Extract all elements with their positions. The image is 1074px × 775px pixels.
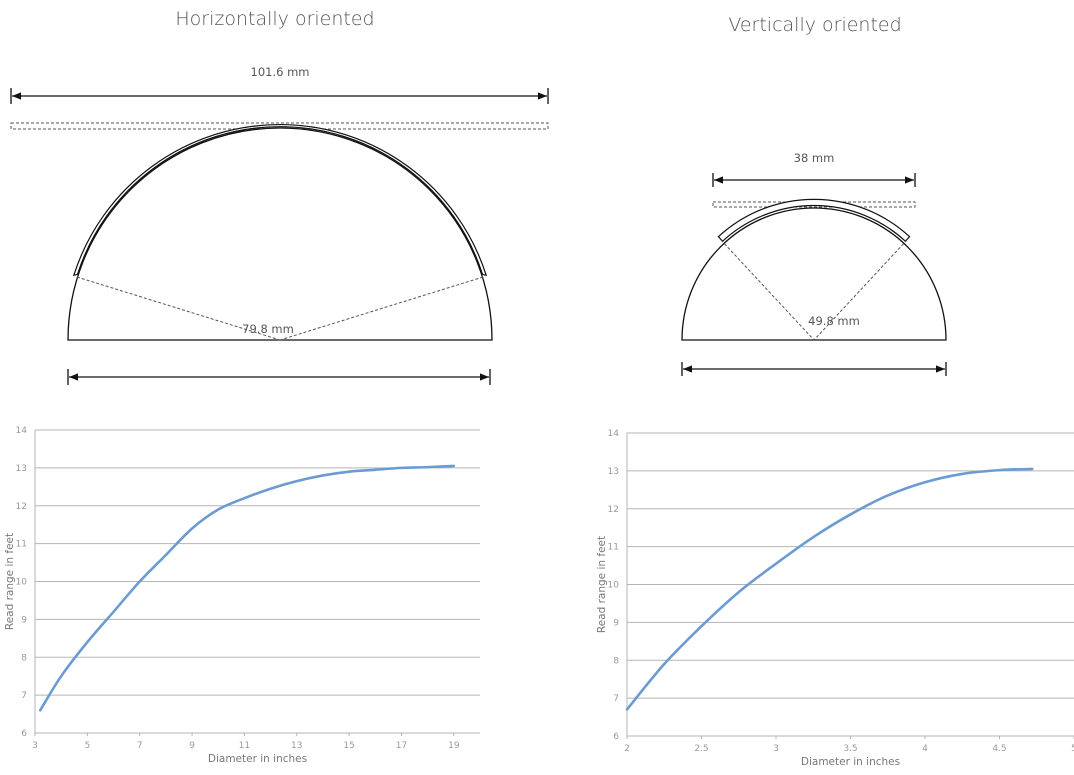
x-tick-label: 19: [448, 741, 460, 751]
y-tick-label: 10: [608, 581, 620, 591]
diameter-dimension-horizontal: [67, 369, 491, 385]
y-tick-label: 6: [21, 729, 27, 739]
x-tick-label: 2.5: [694, 744, 708, 754]
x-tick-label: 13: [291, 741, 302, 751]
y-tick-label: 12: [16, 502, 27, 512]
y-tick-label: 9: [613, 618, 619, 628]
diameter-label-horizontal: 79.8 mm: [242, 322, 294, 336]
width-label-horizontal: 101.6 mm: [251, 65, 310, 79]
y-axis-title: Read range in feet: [4, 533, 16, 630]
y-tick-label: 6: [613, 732, 619, 742]
width-dimension-horizontal: 101.6 mm: [10, 65, 549, 104]
y-tick-label: 8: [613, 656, 619, 666]
x-tick-label: 15: [343, 741, 354, 751]
diagram-horizontal: 101.6 mm 79.8 mm: [10, 65, 549, 385]
y-tick-label: 9: [21, 615, 27, 625]
read-range-series-line: [625, 467, 1034, 711]
x-tick-label: 5: [1071, 744, 1074, 754]
x-tick-label: 11: [239, 741, 250, 751]
x-axis-title: Diameter in inches: [208, 753, 307, 765]
diameter-dimension-vertical: [681, 362, 947, 376]
x-tick-label: 2: [624, 744, 630, 754]
y-tick-label: 14: [16, 426, 28, 436]
read-range-chart-vertical: 6 7 8 9 10 11 12 13 14 2 2.5 3 3.5 4 4.5 5 Diameter in i…: [596, 429, 1074, 768]
x-axis-title: Diameter in inches: [801, 756, 900, 768]
x-tick-label: 3: [773, 744, 779, 754]
panel-title-vertical: Vertically oriented: [728, 14, 902, 36]
panel-title-horizontal: Horizontally oriented: [175, 8, 375, 30]
x-tick-label: 9: [189, 741, 195, 751]
cylinder-half-horizontal: [67, 127, 493, 341]
x-tick-label: 4: [922, 744, 928, 754]
x-tick-label: 3: [32, 741, 38, 751]
y-tick-label: 11: [16, 540, 27, 550]
width-label-vertical: 38 mm: [794, 151, 835, 165]
diameter-label-vertical: 49.8 mm: [808, 314, 860, 328]
y-tick-label: 13: [608, 467, 619, 477]
y-tick-label: 12: [608, 505, 619, 515]
width-dimension-vertical: 38 mm: [712, 151, 916, 187]
y-tick-label: 14: [608, 429, 620, 439]
y-tick-label: 11: [608, 543, 619, 553]
x-tick-label: 17: [396, 741, 407, 751]
y-tick-label: 13: [16, 464, 27, 474]
y-axis-title: Read range in feet: [596, 536, 608, 633]
read-range-chart-horizontal: 6 7 8 9 10 11 12 13 14 3 5 7 9 11 13 15 17 19 Diameter in …: [4, 426, 480, 765]
read-range-series-line: [38, 464, 456, 712]
tag-curved-vertical: [717, 198, 911, 243]
x-tick-label: 4.5: [992, 744, 1006, 754]
cylinder-half-vertical: [681, 207, 947, 341]
x-tick-label: 3.5: [843, 744, 857, 754]
tag-curved-horizontal: [72, 124, 488, 277]
y-tick-label: 7: [613, 694, 619, 704]
y-tick-label: 10: [16, 578, 28, 588]
diagram-vertical: 38 mm 49.8 mm: [681, 151, 947, 376]
y-tick-label: 8: [21, 653, 27, 663]
x-tick-label: 5: [84, 741, 90, 751]
y-tick-label: 7: [21, 691, 27, 701]
x-tick-label: 7: [137, 741, 143, 751]
